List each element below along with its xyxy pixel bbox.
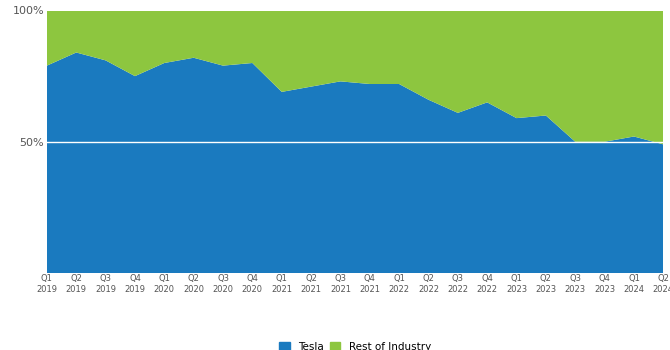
Legend: Tesla, Rest of Industry: Tesla, Rest of Industry — [279, 342, 431, 350]
